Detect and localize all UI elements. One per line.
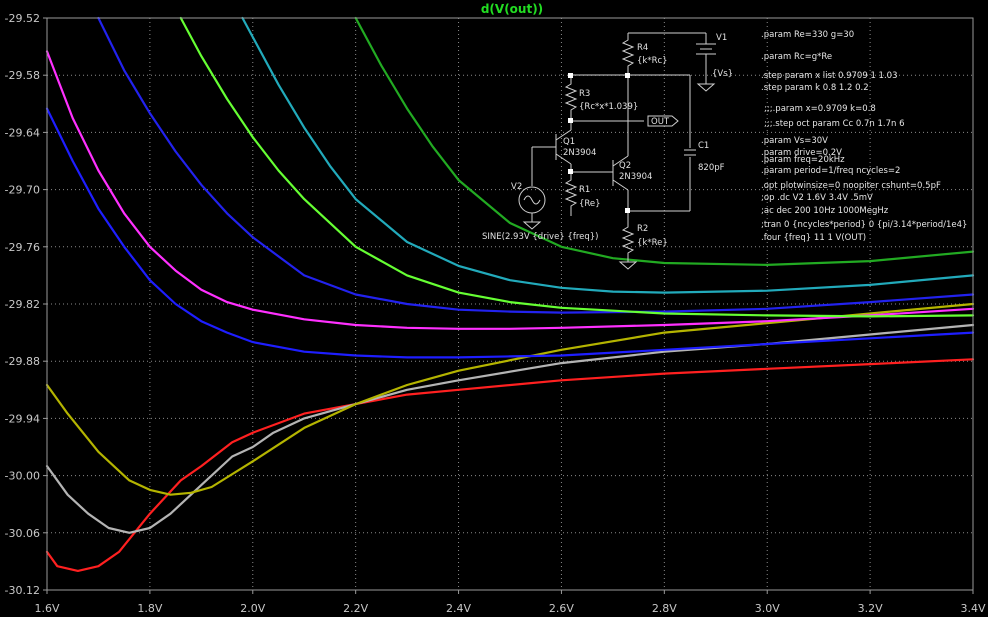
spice-directives: .param Re=330 g=30 .param Rc=g*Re .step pa…	[761, 30, 967, 243]
tick-labels: 1.6V 1.8V 2.0V 2.2V 2.4V 2.6V 2.8V 3.0V 3.2V 3.4V…	[5, 12, 986, 615]
y-tick-label: -30.06	[5, 527, 40, 540]
series-layer	[45, 16, 975, 573]
q2-emitter-leg[interactable]	[612, 179, 629, 191]
v1-ground-symbol	[696, 83, 716, 92]
v1-value: {Vs}	[712, 69, 733, 79]
directive-line: .param Rc=g*Re	[761, 52, 832, 62]
schematic	[518, 32, 716, 270]
directive-line: .param Re=330 g=30	[761, 30, 854, 40]
x-tick-label: 3.4V	[960, 602, 985, 615]
y-tick-label: -30.12	[5, 584, 40, 597]
directive-line: .param period=1/freq ncycles=2	[761, 166, 900, 176]
x-tick-label: 2.8V	[652, 602, 677, 615]
out-port[interactable]	[647, 115, 679, 127]
x-tick-label: 2.6V	[549, 602, 574, 615]
directive-line: ;op .dc V2 1.6V 3.4V .5mV	[761, 193, 873, 203]
node-dot	[568, 73, 573, 78]
y-tick-label: -29.52	[5, 12, 40, 25]
series-line-2[interactable]	[45, 323, 975, 534]
x-tick-label: 3.2V	[858, 602, 883, 615]
r4-value: {k*Rc}	[637, 56, 668, 66]
series-line-9[interactable]	[354, 16, 975, 266]
x-tick-label: 2.0V	[240, 602, 265, 615]
directive-line: .param Vs=30V	[761, 136, 828, 146]
series-line-7[interactable]	[179, 16, 975, 318]
v2-ground-symbol	[522, 221, 542, 230]
x-tick-label: 1.6V	[34, 602, 59, 615]
y-tick-label: -29.88	[5, 355, 40, 368]
y-tick-label: -29.76	[5, 241, 40, 254]
y-tick-label: -30.00	[5, 470, 40, 483]
v2-name: V2	[511, 182, 522, 192]
r1-value: {Re}	[579, 199, 601, 209]
r3-value: {Rc*x*1.039}	[579, 102, 638, 112]
series-line-8[interactable]	[241, 16, 975, 294]
q1-collector-leg[interactable]	[555, 129, 572, 141]
directive-line: ;;;.step oct param Cc 0.7n 1.7n 6	[764, 119, 905, 129]
v2-value: SINE(2.93V {drive} {freq})	[482, 232, 598, 242]
node-dot	[568, 169, 573, 174]
r2-symbol[interactable]	[621, 222, 635, 262]
directive-line: ;tran 0 {ncycles*period} 0 {pi/3.14*peri…	[761, 220, 967, 230]
directive-line: .opt plotwinsize=0 noopiter cshunt=0.5pF	[761, 181, 941, 191]
series-line-4[interactable]	[45, 107, 975, 359]
node-dot	[568, 118, 573, 123]
directive-line: .step param k 0.8 1.2 0.2	[761, 83, 869, 93]
node-dot	[625, 208, 630, 213]
x-tick-label: 1.8V	[137, 602, 162, 615]
x-tick-label: 3.0V	[755, 602, 780, 615]
node-dot	[625, 73, 630, 78]
directive-line: .param freq=20kHz	[761, 155, 845, 165]
c1-name: C1	[698, 141, 709, 151]
y-tick-label: -29.64	[5, 126, 40, 139]
y-tick-label: -29.82	[5, 298, 40, 311]
directive-line: ;;;.param x=0.9709 k=0.8	[764, 104, 876, 114]
c1-value: 820pF	[698, 163, 725, 173]
directive-line: .four {freq} 11 1 V(OUT)	[761, 233, 866, 243]
q1-model: 2N3904	[563, 148, 596, 158]
sine-icon	[523, 195, 541, 205]
q2-name: Q2	[619, 161, 631, 171]
r4-name: R4	[637, 43, 648, 53]
series-line-5[interactable]	[45, 50, 975, 330]
y-tick-label: -29.94	[5, 412, 40, 425]
q2-collector-leg[interactable]	[612, 155, 629, 167]
chart-title[interactable]: d(V(out))	[481, 2, 543, 16]
series-line-3[interactable]	[45, 302, 975, 496]
q2-model: 2N3904	[619, 172, 652, 182]
r1-name: R1	[579, 185, 590, 195]
r1-symbol[interactable]	[564, 172, 578, 216]
series-line-6[interactable]	[97, 16, 975, 314]
x-tick-label: 2.4V	[446, 602, 471, 615]
series-line-1[interactable]	[45, 358, 975, 573]
directive-line: .param drive=0.2V	[761, 148, 842, 158]
grid	[47, 18, 973, 590]
r3-name: R3	[579, 89, 590, 99]
r4-symbol[interactable]	[621, 33, 635, 75]
y-tick-label: -29.70	[5, 184, 40, 197]
x-tick-label: 2.2V	[343, 602, 368, 615]
r2-name: R2	[637, 224, 648, 234]
q1-emitter-leg[interactable]	[555, 153, 572, 165]
r2-value: {k*Re}	[637, 238, 668, 248]
r3-symbol[interactable]	[564, 75, 578, 121]
schematic-labels: R4 {k*Rc} V1 {Vs} R3 {Rc*x*1.039} OUT Q1…	[482, 33, 733, 248]
v1-name: V1	[716, 33, 727, 43]
out-label: OUT	[651, 117, 670, 127]
r2-ground-symbol	[618, 261, 638, 270]
y-tick-label: -29.58	[5, 69, 40, 82]
directive-line: .step param x list 0.9709 1 1.03	[761, 71, 897, 81]
q1-name: Q1	[563, 137, 575, 147]
directive-line: ;ac dec 200 10Hz 1000MegHz	[761, 206, 889, 216]
